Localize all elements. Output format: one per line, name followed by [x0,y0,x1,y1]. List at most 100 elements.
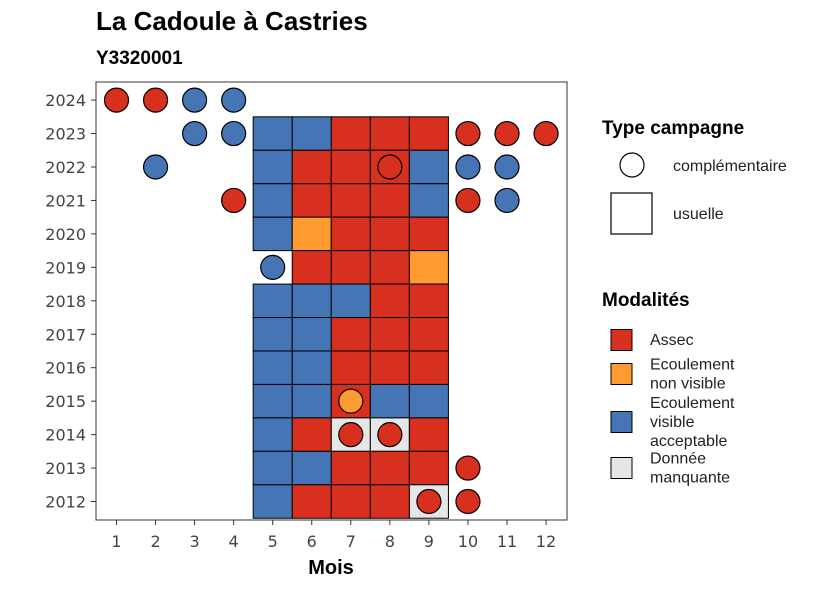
y-tick-label-2020: 2020 [45,225,86,244]
tile-2018-9 [408,283,449,319]
tile-2019-9 [408,250,449,285]
chart-subtitle: Y3320001 [96,48,183,69]
tile-2021-8 [369,183,410,218]
point-2014-8 [377,422,403,448]
point-2012-9 [416,488,442,515]
x-tick-label-5: 5 [268,532,278,551]
tile-2013-7 [330,450,371,486]
tile-2023-6 [291,116,332,151]
usuelle-tiles [252,116,449,519]
tile-2020-7 [330,216,371,252]
tile-2020-8 [369,216,410,252]
tile-2015-5 [252,383,293,419]
tile-2018-5 [252,283,293,319]
point-2022-11 [494,154,520,180]
y-tick-label-2015: 2015 [45,392,86,411]
point-2022-2 [142,154,169,180]
tile-2021-5 [252,183,293,218]
tile-2013-6 [291,450,332,486]
y-tick-label-2013: 2013 [45,459,86,478]
point-2024-3 [182,87,208,113]
tile-2023-9 [408,116,449,151]
point-2023-10 [455,120,481,147]
point-2023-12 [533,120,559,147]
y-tick-label-2017: 2017 [45,325,86,344]
tile-2016-8 [369,350,410,385]
point-2012-10 [455,488,481,515]
legend-key-0 [610,329,633,351]
legend-type-title: Type campagne [602,118,744,139]
tile-2018-7 [330,283,371,319]
x-axis: 1 2 3 4 5 6 7 8 9 10 11 12 [111,520,556,551]
tile-2016-6 [291,350,332,385]
tile-2022-9 [408,149,449,185]
tile-2013-5 [252,450,293,486]
tile-2017-6 [291,317,332,352]
x-tick-label-10: 10 [458,532,478,551]
y-tick-label-2023: 2023 [45,125,86,144]
legend-complementaire-label: complémentaire [673,158,787,175]
chart-title: La Cadoule à Castries [96,6,368,36]
legend-modalites-title: Modalités [602,290,690,311]
y-tick-label-2024: 2024 [45,91,86,110]
point-2021-11 [494,187,520,214]
legend-key-2 [610,411,633,433]
legend-type-campagne: Type campagne complémentaire usuelle [602,118,787,235]
tile-2016-9 [408,350,449,385]
point-2024-2 [142,87,169,113]
legend-usuelle-label: usuelle [673,206,724,223]
legend-square-symbol [610,192,653,235]
y-tick-label-2016: 2016 [45,359,86,378]
tile-2012-8 [369,484,410,519]
legend-label-1-1: non visible [650,376,726,393]
legend-label-2-1: visible [650,414,695,431]
legend-label-2-2: acceptable [650,433,727,450]
tile-2020-9 [408,216,449,252]
y-tick-label-2019: 2019 [45,258,86,277]
legend-key-3 [610,457,633,479]
legend-label-0-0: Assec [650,332,694,349]
tile-2019-6 [291,250,332,285]
tile-2017-5 [252,317,293,352]
point-2024-4 [221,87,247,113]
x-tick-label-2: 2 [150,532,160,551]
tile-2014-9 [408,417,449,452]
tile-2020-5 [252,216,293,252]
tile-2023-7 [330,116,371,151]
point-2015-7 [338,388,364,414]
x-tick-label-4: 4 [229,532,239,551]
tile-2014-6 [291,417,332,452]
complementaire-points [103,87,559,515]
point-2019-5 [260,254,286,280]
x-tick-label-12: 12 [536,532,556,551]
tile-2013-8 [369,450,410,486]
x-tick-label-1: 1 [111,532,121,551]
y-tick-label-2012: 2012 [45,493,86,512]
legend-label-2-0: Ecoulement [650,395,735,412]
legend-label-3-1: manquante [650,470,730,487]
x-tick-label-3: 3 [190,532,200,551]
tile-2016-5 [252,350,293,385]
y-tick-label-2022: 2022 [45,158,86,177]
x-tick-label-11: 11 [497,532,517,551]
tile-2021-7 [330,183,371,218]
point-2023-3 [182,120,208,147]
legend-circle-symbol [619,152,645,178]
x-tick-label-9: 9 [424,532,434,551]
point-2014-7 [338,422,364,448]
tile-2019-7 [330,250,371,285]
tile-2017-9 [408,317,449,352]
legend-label-3-0: Donnée [650,451,706,468]
x-tick-label-7: 7 [346,532,356,551]
point-2021-4 [221,187,247,214]
tile-2015-9 [408,383,449,419]
legend-modalites: Modalités Assec Ecoulement non visible Ecou… [602,290,735,487]
tile-2021-6 [291,183,332,218]
tile-2022-7 [330,149,371,185]
tile-2023-8 [369,116,410,151]
point-2023-11 [494,120,520,147]
tile-2012-5 [252,484,293,519]
x-tick-label-6: 6 [307,532,317,551]
tile-2018-8 [369,283,410,319]
